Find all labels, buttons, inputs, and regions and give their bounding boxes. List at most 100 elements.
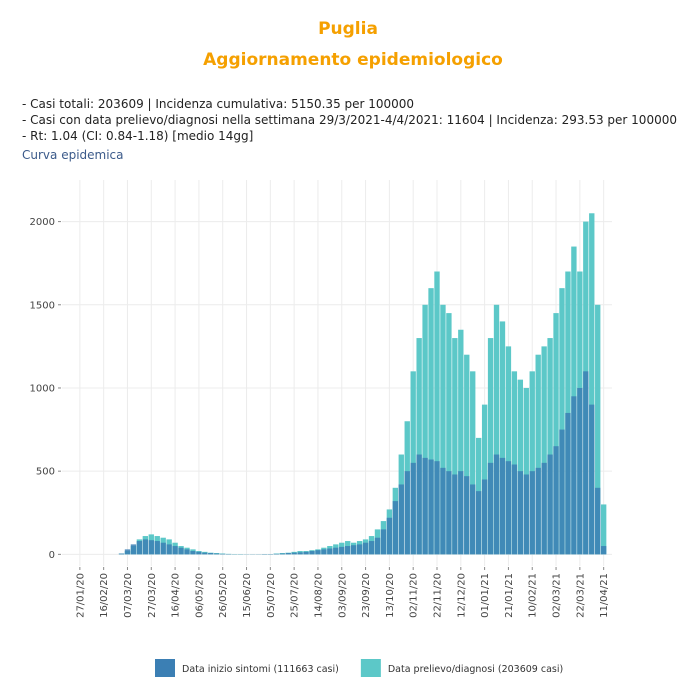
legend-label: Data prelievo/diagnosi (203609 casi)	[388, 664, 563, 675]
x-tick-label: 26/05/20	[218, 573, 229, 618]
bar	[487, 462, 494, 555]
bar	[297, 552, 303, 555]
bar	[196, 551, 202, 555]
x-tick-label: 23/09/20	[361, 573, 372, 618]
bar	[339, 546, 345, 555]
bar	[547, 454, 553, 555]
bar	[368, 541, 375, 555]
bar	[440, 467, 446, 555]
bar	[392, 501, 399, 555]
bar	[499, 457, 506, 555]
bar	[416, 338, 422, 555]
y-tick-label: 1000	[30, 383, 55, 394]
bar	[523, 474, 529, 555]
bar	[154, 541, 160, 555]
bar	[291, 552, 297, 555]
x-tick-label: 13/10/20	[385, 573, 396, 618]
bar	[583, 371, 589, 555]
y-tick-label: 500	[36, 467, 55, 478]
x-tick-label: 21/01/21	[504, 573, 515, 618]
bar	[345, 546, 351, 555]
bar	[505, 461, 512, 555]
bar	[481, 479, 488, 555]
x-tick-label: 02/03/21	[552, 573, 563, 618]
bar	[600, 504, 607, 555]
bar	[428, 459, 434, 555]
bar	[285, 553, 291, 555]
bar	[362, 542, 369, 555]
bar	[315, 550, 321, 555]
bar	[333, 547, 339, 555]
bar	[553, 313, 559, 555]
bar	[350, 545, 357, 555]
annotation: - Rt: 1.04 (CI: 0.84-1.18) [medio 14gg]	[22, 129, 253, 143]
bar	[535, 467, 541, 555]
bar	[178, 547, 184, 555]
bar	[511, 371, 518, 555]
bar	[493, 304, 500, 555]
x-tick-label: 02/11/20	[409, 573, 420, 618]
bar	[595, 487, 601, 555]
bar	[422, 304, 428, 555]
bar	[529, 471, 535, 555]
bar	[487, 338, 494, 555]
bar	[517, 471, 524, 555]
x-tick-label: 11/04/21	[599, 573, 610, 618]
bar	[529, 371, 535, 555]
bar	[458, 471, 464, 555]
bar	[499, 321, 506, 555]
x-tick-label: 27/03/20	[147, 573, 158, 618]
bar	[398, 484, 404, 555]
bar	[356, 544, 363, 555]
bar	[589, 404, 595, 555]
x-tick-label: 10/02/21	[528, 573, 539, 618]
x-tick-label: 03/09/20	[337, 573, 348, 618]
x-tick-label: 25/07/20	[290, 573, 301, 618]
bar	[190, 551, 196, 555]
x-tick-label: 12/12/20	[456, 573, 467, 618]
bar	[309, 551, 315, 555]
annotation: - Casi con data prelievo/diagnosi nella …	[22, 113, 677, 127]
bar	[202, 552, 208, 555]
bar	[565, 412, 571, 555]
x-tick-label: 15/06/20	[242, 573, 253, 618]
bar	[511, 464, 518, 555]
bar	[577, 387, 583, 555]
bar	[565, 271, 571, 555]
bar	[559, 288, 565, 555]
bar	[452, 338, 458, 555]
bar	[541, 346, 547, 555]
bar	[475, 491, 482, 555]
bar	[208, 553, 214, 555]
bar	[327, 548, 333, 555]
bar	[589, 213, 595, 555]
bar	[172, 546, 178, 555]
bar	[404, 471, 410, 555]
x-tick-label: 22/03/21	[575, 573, 586, 618]
bar	[321, 549, 327, 555]
legend-label: Data inizio sintomi (111663 casi)	[182, 664, 339, 675]
plot-label: Curva epidemica	[22, 148, 124, 162]
bar	[493, 454, 500, 555]
bar	[428, 288, 434, 555]
bar	[470, 484, 476, 555]
chart-subtitle: Aggiornamento epidemiologico	[203, 50, 503, 70]
bar	[142, 539, 149, 555]
bar	[595, 304, 601, 555]
bar	[470, 371, 476, 555]
bar	[410, 462, 416, 555]
bar	[559, 429, 565, 555]
bar	[553, 446, 559, 555]
bar	[464, 476, 470, 555]
x-tick-label: 05/07/20	[266, 573, 277, 618]
bar	[505, 346, 512, 555]
bar	[434, 271, 440, 555]
bar	[124, 549, 131, 555]
x-tick-label: 01/01/21	[480, 573, 491, 618]
annotation: - Casi totali: 203609 | Incidenza cumula…	[22, 97, 414, 111]
bar	[374, 537, 381, 555]
bar	[279, 553, 285, 555]
bar	[160, 542, 166, 555]
bar	[386, 517, 393, 555]
